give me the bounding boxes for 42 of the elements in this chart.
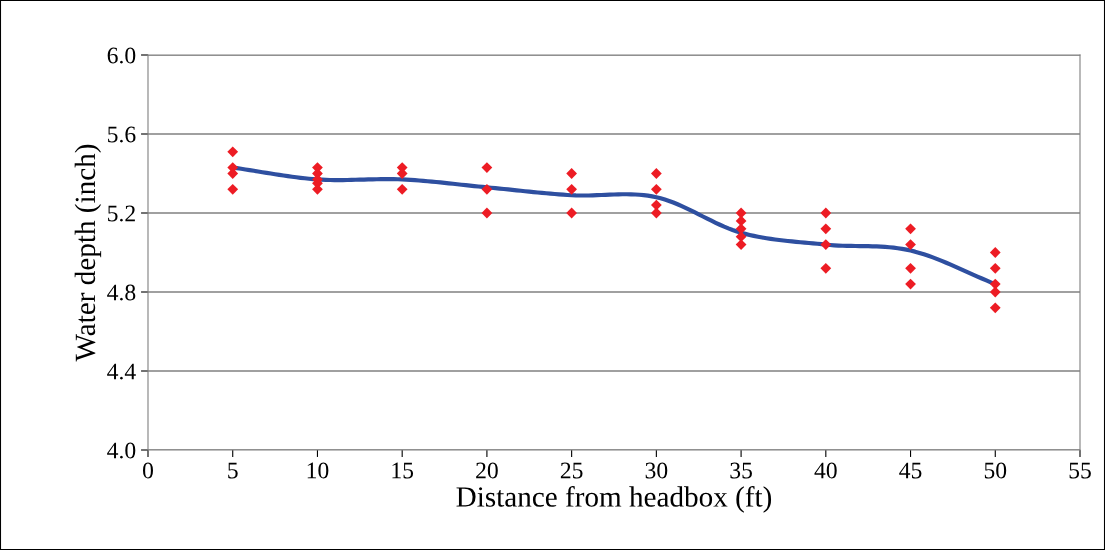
point — [227, 146, 239, 158]
x-tick-label: 25 — [560, 462, 583, 479]
point — [227, 183, 239, 195]
x-axis-title: Distance from headbox (ft) — [456, 486, 772, 513]
point — [396, 183, 408, 195]
point — [650, 183, 662, 195]
x-tick-label: 15 — [392, 462, 414, 479]
x-tick-label: 10 — [307, 462, 329, 479]
y-tick-label: 5.2 — [108, 205, 135, 222]
point — [989, 247, 1001, 258]
point — [820, 207, 832, 219]
x-tick-label: 30 — [645, 462, 668, 479]
point — [820, 262, 832, 274]
point — [481, 162, 493, 173]
y-tick-label: 5.6 — [108, 126, 136, 143]
x-tick-label: 20 — [476, 462, 498, 479]
x-tick-label: 0 — [143, 462, 153, 479]
point — [566, 183, 578, 195]
point — [905, 262, 916, 274]
x-tick-label: 35 — [730, 462, 752, 479]
y-tick-label: 4.4 — [107, 363, 136, 380]
y-axis-title: Water depth (inch) — [74, 144, 102, 362]
point — [989, 302, 1001, 314]
point — [566, 207, 578, 219]
point — [905, 239, 916, 250]
y-tick-label: 4.8 — [107, 284, 136, 301]
point — [566, 168, 578, 179]
point — [650, 168, 662, 179]
x-tick-label: 40 — [814, 462, 837, 479]
point — [481, 207, 493, 219]
y-tick-label: 6.0 — [107, 47, 136, 64]
point — [481, 183, 493, 195]
point — [905, 223, 916, 235]
x-tick-label: 45 — [899, 462, 922, 479]
x-tick-label: 50 — [984, 462, 1007, 479]
x-tick-label: 55 — [1069, 462, 1091, 479]
point — [735, 239, 747, 250]
point — [820, 239, 832, 250]
y-tick-label: 4.0 — [107, 442, 136, 459]
point — [989, 262, 1001, 274]
x-tick-label: 5 — [228, 462, 238, 479]
point — [820, 223, 832, 235]
